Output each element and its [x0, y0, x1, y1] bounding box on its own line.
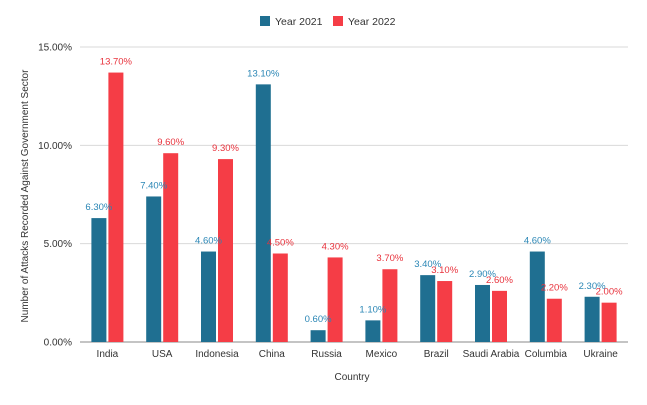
data-label-year-2021-russia: 0.60%: [305, 314, 332, 325]
data-label-year-2022-usa: 9.60%: [157, 137, 184, 148]
bar-year-2022-usa: [163, 153, 179, 342]
data-label-year-2021-saudi-arabia: 2.90%: [469, 269, 496, 280]
gridlines: [80, 46, 628, 343]
legend-swatch-year-2021: [260, 16, 270, 26]
x-tick-label-usa: USA: [152, 349, 173, 360]
data-label-year-2021-usa: 7.40%: [140, 180, 167, 191]
data-label-year-2022-ukraine: 2.00%: [596, 287, 623, 298]
bar-year-2021-russia: [310, 330, 326, 342]
x-tick-label-india: India: [97, 349, 119, 360]
bar-year-2021-india: [91, 218, 107, 342]
bar-year-2022-india: [108, 72, 124, 343]
y-tick-label: 5.00%: [44, 239, 72, 250]
x-tick-label-russia: Russia: [311, 349, 342, 360]
y-tick-label: 0.00%: [44, 338, 72, 349]
bar-year-2022-china: [272, 253, 288, 342]
bar-year-2022-mexico: [382, 269, 398, 342]
bar-year-2021-china: [255, 84, 271, 342]
bar-year-2021-ukraine: [584, 296, 600, 342]
legend: Year 2021 Year 2022: [260, 16, 396, 28]
bar-year-2021-mexico: [365, 320, 381, 342]
y-axis-ticks: 0.00% 5.00% 10.00% 15.00%: [38, 43, 72, 349]
data-label-year-2021-mexico: 1.10%: [359, 304, 386, 315]
bar-year-2022-indonesia: [218, 159, 233, 342]
bar-year-2021-indonesia: [201, 251, 216, 342]
data-label-year-2022-columbia: 2.20%: [541, 283, 568, 294]
x-tick-label-china: China: [259, 349, 286, 360]
data-label-year-2022-indonesia: 9.30%: [212, 143, 239, 154]
x-tick-label-mexico: Mexico: [366, 349, 398, 360]
x-tick-label-saudi-arabia: Saudi Arabia: [463, 349, 520, 360]
data-label-year-2022-saudi-arabia: 2.60%: [486, 275, 513, 286]
legend-label-year-2021: Year 2021: [275, 16, 323, 28]
data-label-year-2021-india: 6.30%: [85, 202, 112, 213]
bar-year-2022-brazil: [437, 281, 453, 342]
x-tick-label-columbia: Columbia: [525, 349, 568, 360]
data-label-year-2021-columbia: 4.60%: [524, 236, 551, 247]
bars: [91, 72, 617, 343]
legend-swatch-year-2022: [333, 16, 343, 26]
data-labels: 6.30% 13.70% 7.40% 9.60% 4.60% 9.30% 13.10% 4.5…: [85, 57, 623, 326]
data-label-year-2022-russia: 4.30%: [322, 241, 349, 252]
data-label-year-2021-indonesia: 4.60%: [195, 236, 222, 247]
data-label-year-2022-india: 13.70%: [100, 57, 133, 68]
x-tick-label-ukraine: Ukraine: [583, 349, 618, 360]
y-axis-title: Number of Attacks Recorded Against Gover…: [20, 69, 31, 323]
bar-year-2022-russia: [327, 257, 343, 342]
bar-year-2021-saudi-arabia: [475, 284, 490, 342]
bar-year-2021-columbia: [529, 251, 545, 342]
y-tick-label: 10.00%: [38, 141, 72, 152]
y-tick-label: 15.00%: [38, 43, 72, 54]
bar-year-2022-columbia: [546, 298, 562, 342]
legend-label-year-2022: Year 2022: [348, 16, 396, 28]
data-label-year-2022-brazil: 3.10%: [431, 265, 458, 276]
x-axis-title: Country: [334, 372, 369, 383]
x-axis-ticks: India USA Indonesia China Russia Mexico Brazil…: [97, 349, 619, 360]
data-label-year-2022-mexico: 3.70%: [376, 253, 403, 264]
bar-year-2021-usa: [146, 196, 162, 342]
data-label-year-2022-china: 4.50%: [267, 238, 294, 249]
data-label-year-2021-ukraine: 2.30%: [579, 281, 606, 292]
bar-year-2022-saudi-arabia: [492, 290, 507, 342]
data-label-year-2021-brazil: 3.40%: [414, 259, 441, 270]
bar-year-2021-brazil: [420, 275, 436, 342]
bar-year-2022-ukraine: [601, 302, 617, 342]
x-tick-label-brazil: Brazil: [424, 349, 449, 360]
x-tick-label-indonesia: Indonesia: [195, 349, 239, 360]
data-label-year-2021-china: 13.10%: [247, 68, 280, 79]
